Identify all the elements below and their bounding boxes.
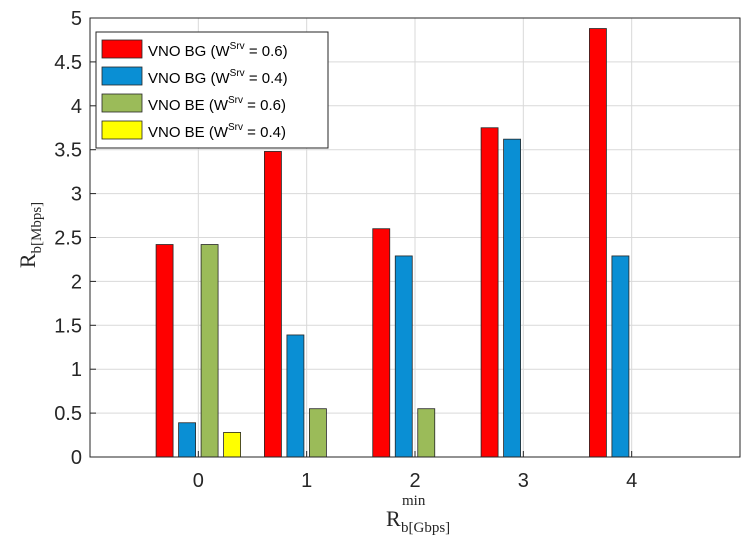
bar (394, 255, 413, 458)
y-tick-label: 0.5 (54, 403, 82, 425)
x-axis-label-sub: b[Gbps] (401, 520, 450, 535)
y-tick-label: 1.5 (54, 315, 82, 337)
x-tick-label: 4 (626, 470, 637, 492)
y-tick-label: 3 (71, 184, 82, 206)
y-axis-label: Rb[Mbps] (15, 202, 45, 268)
legend-label: VNO BE (WSrv = 0.6) (148, 95, 286, 114)
bar (178, 422, 196, 458)
y-tick-label: 3.5 (54, 140, 82, 162)
x-tick-label: 2 (409, 470, 420, 492)
legend-label: VNO BG (WSrv = 0.4) (148, 68, 288, 87)
y-tick-label: 0 (71, 447, 82, 469)
legend-swatch (101, 120, 143, 140)
legend-swatch (101, 39, 143, 59)
legend-label: VNO BG (WSrv = 0.6) (148, 41, 288, 60)
bar (417, 408, 436, 458)
bar (155, 244, 174, 458)
y-tick-labels: 0 0.5 1 1.5 2 2.5 3 3.5 4 4.5 5 (54, 8, 82, 469)
x-axis-label-main: R (386, 506, 401, 531)
bar (611, 255, 630, 458)
y-tick-label: 2 (71, 271, 82, 293)
bar (309, 408, 327, 458)
legend: VNO BG (WSrv = 0.6) VNO BG (WSrv = 0.4) VN… (95, 31, 329, 149)
y-tick-label: 1 (71, 359, 82, 381)
bar (503, 138, 521, 458)
y-tick-label: 5 (71, 8, 82, 30)
legend-swatch (101, 93, 143, 113)
x-axis-label-sup: min (402, 493, 426, 509)
bar (286, 334, 305, 458)
bars (155, 28, 630, 458)
bar (372, 228, 391, 458)
y-axis-label-main: R (15, 253, 40, 268)
x-tick-label: 3 (518, 470, 529, 492)
y-tick-label: 4 (71, 96, 82, 118)
x-tick-labels: 0 1 2 3 4 (193, 470, 637, 492)
y-tick-label: 4.5 (54, 52, 82, 74)
axes-box (89, 17, 741, 458)
legend-label: VNO BE (WSrv = 0.4) (148, 122, 286, 141)
bar (480, 127, 499, 458)
bar (223, 432, 241, 458)
bar (589, 28, 607, 458)
x-tick-label: 0 (193, 470, 204, 492)
bar (264, 151, 282, 458)
x-tick-label: 1 (301, 470, 312, 492)
y-tick-label: 2.5 (54, 228, 82, 250)
legend-swatch (101, 66, 143, 86)
y-axis-label-sub: b[Mbps] (29, 202, 45, 254)
x-axis-label: R min b[Gbps] (386, 493, 450, 535)
bar (200, 244, 219, 458)
